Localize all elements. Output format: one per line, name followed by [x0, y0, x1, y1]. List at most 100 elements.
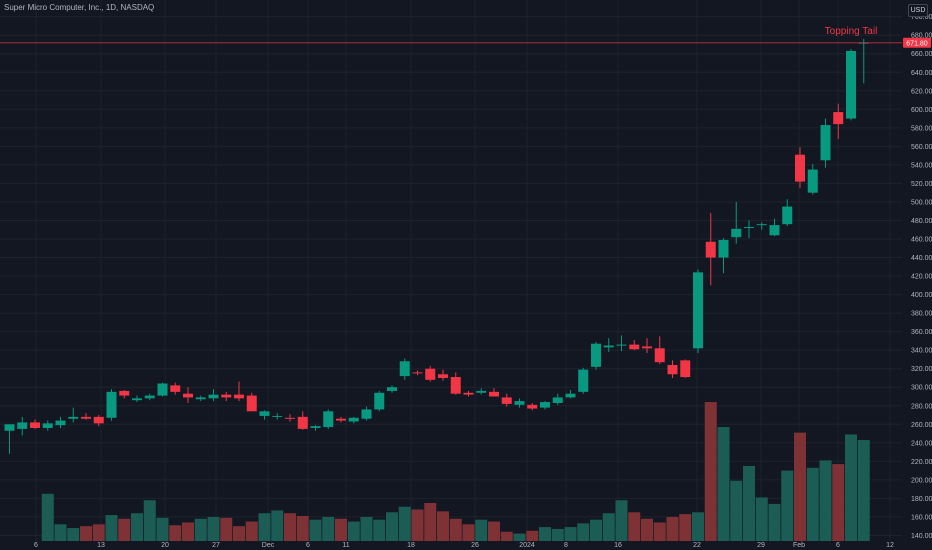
volume-bar: [857, 440, 870, 541]
volume-bar: [182, 522, 194, 541]
x-tick-label: 8: [564, 542, 568, 549]
y-tick-label: 440.00: [911, 255, 932, 262]
volume-bar: [105, 515, 118, 541]
y-tick-label: 160.00: [911, 514, 932, 521]
y-tick-label: 340.00: [911, 348, 932, 355]
y-tick-label: 180.00: [911, 496, 932, 503]
volume-bar: [131, 513, 143, 541]
x-tick-label: 18: [407, 542, 415, 549]
volume-bar: [806, 467, 819, 541]
volume-bar: [335, 518, 347, 541]
candle-body: [17, 422, 28, 429]
y-tick-label: 500.00: [911, 199, 932, 206]
volume-bar: [717, 427, 730, 541]
volume-bar: [411, 509, 424, 541]
volume-bar: [551, 528, 564, 541]
volume-bar: [768, 503, 781, 541]
candle-body: [744, 226, 754, 228]
x-tick-label: 11: [342, 542, 349, 549]
candle-body: [132, 398, 142, 401]
candle-body: [387, 387, 397, 391]
candle-body: [93, 416, 104, 424]
candle-body: [144, 395, 155, 399]
candle-body: [680, 360, 691, 378]
candle-body: [565, 393, 576, 398]
volume-bar: [513, 533, 526, 541]
x-tick-label: 6: [34, 542, 38, 549]
candle-body: [399, 361, 410, 377]
y-tick-label: 620.00: [911, 88, 932, 95]
volume-bar: [92, 524, 105, 541]
y-tick-label: 300.00: [911, 385, 932, 392]
candle-body: [527, 404, 538, 409]
candle-body: [221, 394, 232, 398]
y-tick-label: 520.00: [911, 181, 932, 188]
candle-body: [106, 391, 117, 418]
y-tick-label: 460.00: [911, 237, 932, 244]
volume-bar: [398, 506, 411, 541]
volume-bar: [449, 518, 462, 541]
candle-body: [667, 364, 678, 375]
volume-bar: [794, 432, 806, 541]
volume-bar: [271, 510, 284, 541]
candle-body: [603, 345, 614, 348]
candle-body: [412, 372, 423, 374]
volume-bar: [755, 497, 768, 541]
x-tick-label: Dec: [262, 542, 275, 549]
volume-bar: [602, 513, 615, 541]
candle-body: [756, 224, 767, 226]
y-tick-label: 480.00: [911, 218, 932, 225]
volume-bar: [296, 515, 309, 541]
volume-bar: [194, 518, 207, 541]
volume-bar: [54, 524, 67, 541]
y-tick-label: 600.00: [911, 107, 932, 114]
y-tick-label: 360.00: [911, 329, 932, 336]
topping-tail-annotation: Topping Tail: [825, 26, 878, 37]
volume-bar: [169, 525, 182, 541]
candle-body: [501, 397, 512, 404]
candle-body: [285, 417, 295, 419]
volume-bar: [564, 527, 577, 541]
axes: 140.00 160.00 180.00 200.00 220.00 240.00 260.…: [34, 14, 932, 549]
volume-bar: [424, 503, 437, 541]
y-tick-label: 540.00: [911, 162, 932, 169]
y-tick-label: 580.00: [911, 125, 932, 132]
x-tick-label: 27: [212, 542, 220, 549]
y-tick-label: 200.00: [911, 477, 932, 484]
y-tick-label: 320.00: [911, 366, 932, 373]
candle-body: [718, 239, 729, 258]
candle-body: [348, 417, 359, 422]
currency-button[interactable]: USD: [908, 4, 928, 17]
volume-bar: [373, 519, 386, 541]
volume-bar: [615, 500, 628, 541]
volume-bar: [730, 480, 743, 541]
candle-body: [374, 392, 385, 410]
volume-bar: [526, 530, 539, 541]
y-tick-label: 560.00: [911, 144, 932, 151]
candle-body: [782, 206, 793, 225]
chart-grid: [0, 0, 902, 541]
candle-body: [820, 125, 831, 161]
volume-bar: [322, 516, 335, 541]
volume-bar: [309, 519, 322, 541]
volume-bar: [156, 517, 169, 541]
candle-body: [323, 411, 334, 428]
candle-body: [438, 374, 448, 378]
y-tick-label: 420.00: [911, 274, 932, 281]
chart-title: Super Micro Computer, Inc., 1D, NASDAQ: [4, 3, 155, 12]
candle-body: [42, 423, 53, 428]
volume-bar: [258, 513, 271, 541]
volume-bar: [347, 521, 360, 541]
volume-bar: [437, 511, 449, 541]
candle-body: [489, 391, 499, 397]
y-tick-label: 700.00: [911, 14, 932, 21]
volume-bar: [704, 402, 717, 541]
y-tick-label: 660.00: [911, 51, 932, 58]
last-price-label: 671.80: [906, 40, 928, 47]
candle-body: [30, 422, 40, 428]
y-tick-label: 280.00: [911, 403, 932, 410]
candle-body: [476, 390, 487, 393]
volume-bar: [832, 464, 845, 541]
candle-body: [642, 346, 652, 349]
